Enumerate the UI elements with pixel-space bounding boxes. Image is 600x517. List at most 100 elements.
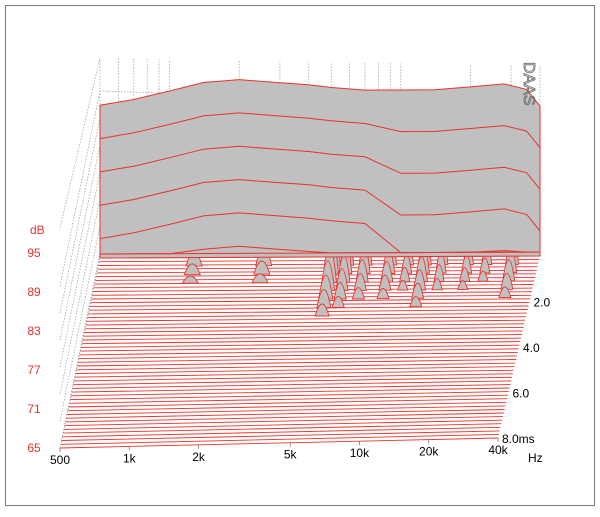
time-slice-line — [91, 294, 531, 300]
decay-peak — [181, 275, 200, 284]
time-slice-line — [66, 409, 505, 419]
decay-peak — [331, 296, 345, 308]
decay-peak — [314, 303, 330, 317]
left-grid-line — [59, 171, 101, 368]
time-slice-line — [96, 273, 536, 278]
time-slice-line — [80, 344, 520, 352]
watermark-text: DAAS — [520, 62, 537, 106]
decay-peak — [397, 280, 409, 291]
time-slice-line — [71, 384, 511, 393]
decay-peak — [433, 264, 445, 282]
time-slice-line — [83, 330, 523, 337]
y-tick-label: 8.0ms — [502, 432, 535, 446]
decay-peak — [498, 286, 512, 299]
decay-peak — [351, 287, 365, 300]
time-slice-line — [59, 437, 499, 449]
time-slice-line — [76, 362, 516, 371]
time-slice-line — [70, 391, 509, 401]
outer-border — [5, 5, 595, 506]
time-slice-line — [84, 326, 524, 333]
y-tick-label: 4.0 — [523, 341, 540, 355]
decay-contour-line — [99, 145, 541, 190]
time-slice-line — [88, 309, 528, 315]
x-tick-label: 10k — [350, 446, 370, 460]
x-unit-label: Hz — [528, 451, 543, 465]
decay-peak — [333, 282, 347, 300]
decay-contour-line — [99, 251, 541, 255]
time-slice-line — [73, 376, 513, 386]
decay-peak — [431, 278, 443, 291]
time-slice-line — [88, 305, 529, 311]
decay-peak — [251, 273, 269, 284]
decay-peak — [459, 267, 471, 282]
time-slice-line — [89, 301, 530, 307]
time-slice-line — [92, 291, 532, 296]
time-slice-line — [60, 433, 499, 445]
z-tick-label: 95 — [27, 246, 41, 260]
time-slice-line — [82, 334, 522, 341]
time-slice-line — [85, 323, 525, 330]
time-slice-line — [74, 369, 514, 378]
left-grid-line — [59, 144, 101, 341]
x-tick-label: 5k — [284, 448, 298, 462]
y-tick-label: 6.0 — [513, 387, 530, 401]
time-slice-line — [69, 394, 508, 404]
left-grid-line — [59, 117, 101, 314]
time-slice-line — [78, 351, 518, 360]
decay-contour-line — [99, 212, 541, 254]
y-tick-label: 2.0 — [534, 296, 551, 310]
time-slice-line — [67, 401, 507, 412]
decay-contour-line — [99, 179, 541, 232]
z-tick-label: 71 — [27, 402, 41, 416]
time-slice-line — [70, 387, 510, 397]
decay-peak — [477, 270, 489, 282]
x-tick-label: 40k — [488, 443, 508, 457]
decay-contour-line — [99, 112, 541, 149]
time-slice-line — [64, 416, 503, 427]
left-grid-line — [59, 252, 101, 449]
left-grid-line — [59, 225, 101, 422]
left-wall-outline — [59, 57, 101, 449]
time-slice-line — [65, 412, 504, 423]
time-slice-line — [62, 426, 501, 438]
time-slice-line — [63, 419, 503, 430]
time-slice-line — [79, 348, 519, 356]
time-slice-line — [74, 373, 513, 382]
time-slice-line — [61, 430, 500, 441]
x-tick-label: 2k — [192, 450, 206, 464]
decay-peak — [378, 274, 392, 291]
decay-peak — [500, 272, 514, 290]
time-slice-line — [97, 266, 538, 270]
z-tick-label: 89 — [27, 285, 41, 299]
z-tick-label: 77 — [27, 363, 41, 377]
decay-peak — [457, 280, 469, 291]
time-slice-line — [81, 341, 521, 348]
decay-peak — [183, 263, 201, 276]
decay-peak — [353, 273, 367, 291]
z-unit-label: dB — [30, 223, 45, 237]
time-slice-line — [90, 298, 531, 304]
decay-peak — [376, 288, 390, 300]
x-tick-label: 500 — [50, 453, 70, 467]
decay-peak — [316, 289, 332, 309]
left-grid-line — [59, 198, 101, 395]
time-slice-line — [77, 355, 517, 363]
time-slice-line — [87, 312, 527, 319]
left-grid-line — [59, 90, 101, 287]
front-response-surface — [99, 79, 541, 259]
x-tick-label: 20k — [419, 445, 439, 459]
time-slice-line — [72, 380, 512, 389]
time-slice-line — [75, 366, 515, 374]
z-tick-label: 65 — [27, 441, 41, 455]
time-slice-line — [67, 405, 506, 415]
decay-peak — [479, 257, 491, 274]
x-tick-label: 1k — [123, 451, 137, 465]
decay-peak — [409, 296, 423, 308]
time-slice-line — [81, 337, 522, 345]
z-tick-label: 83 — [27, 324, 41, 338]
time-slice-line — [63, 423, 502, 434]
decay-peak — [253, 260, 271, 275]
time-slice-line — [77, 359, 517, 367]
